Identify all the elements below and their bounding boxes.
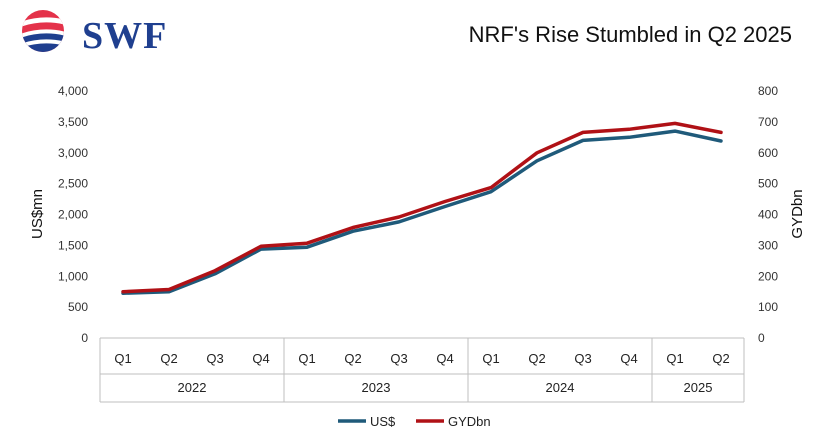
y-tick-label-left: 500 xyxy=(68,300,88,314)
y-axis-title-right: GYDbn xyxy=(789,189,806,238)
y-tick-label-right: 0 xyxy=(758,331,765,345)
y-tick-label-right: 200 xyxy=(758,269,778,283)
y-tick-label-left: 3,500 xyxy=(58,115,88,129)
legend: US$ GYDbn xyxy=(338,414,491,429)
x-tick-label: Q2 xyxy=(712,351,729,366)
y-tick-label-left: 3,000 xyxy=(58,146,88,160)
x-tick-label: Q2 xyxy=(344,351,361,366)
x-tick-label: Q3 xyxy=(206,351,223,366)
lines-layer xyxy=(121,121,723,295)
x-group-label: 2025 xyxy=(684,380,713,395)
y-tick-label-right: 500 xyxy=(758,177,778,191)
x-tick-label: Q3 xyxy=(390,351,407,366)
y-tick-label-right: 700 xyxy=(758,115,778,129)
x-group-label: 2023 xyxy=(362,380,391,395)
y-tick-label-right: 800 xyxy=(758,84,778,98)
x-tick-label: Q4 xyxy=(252,351,269,366)
x-group-label: 2022 xyxy=(178,380,207,395)
y-tick-label-left: 2,000 xyxy=(58,208,88,222)
x-group-label: 2024 xyxy=(546,380,575,395)
x-tick-label: Q2 xyxy=(160,351,177,366)
logo-globe-icon xyxy=(22,10,64,52)
x-tick-label: Q4 xyxy=(620,351,637,366)
legend-label: GYDbn xyxy=(448,414,491,429)
y-tick-label-left: 1,000 xyxy=(58,269,88,283)
x-tick-label: Q1 xyxy=(666,351,683,366)
y-tick-label-right: 600 xyxy=(758,146,778,160)
legend-label: US$ xyxy=(370,414,396,429)
y-axis-title-left: US$mn xyxy=(29,189,46,239)
y-tick-label-right: 300 xyxy=(758,238,778,252)
chart-title: NRF's Rise Stumbled in Q2 2025 xyxy=(468,22,792,47)
y-tick-label-right: 100 xyxy=(758,300,778,314)
y-tick-label-left: 1,500 xyxy=(58,238,88,252)
y-tick-label-left: 2,500 xyxy=(58,177,88,191)
series-line-gydbn xyxy=(121,121,723,294)
y-tick-label-left: 0 xyxy=(81,331,88,345)
logo-wordmark: SWF xyxy=(82,15,168,57)
x-tick-label: Q3 xyxy=(574,351,591,366)
y-tick-label-right: 400 xyxy=(758,208,778,222)
x-tick-label: Q1 xyxy=(114,351,131,366)
axes-layer xyxy=(99,337,745,403)
labels-layer: 0 500 1,000 1,500 2,000 2,500 3,000 3,500 4,000 0… xyxy=(29,84,806,395)
x-tick-label: Q2 xyxy=(528,351,545,366)
series-line-us xyxy=(121,129,723,295)
x-tick-label: Q4 xyxy=(436,351,453,366)
logo: SWF xyxy=(20,8,170,58)
x-tick-label: Q1 xyxy=(482,351,499,366)
y-tick-label-left: 4,000 xyxy=(58,84,88,98)
x-tick-label: Q1 xyxy=(298,351,315,366)
